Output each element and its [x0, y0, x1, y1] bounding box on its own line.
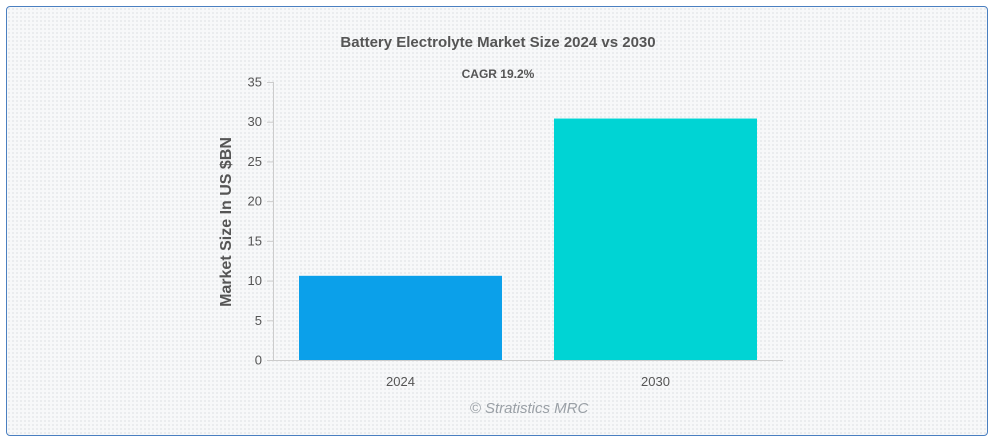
watermark: © Stratistics MRC: [469, 400, 589, 417]
chart-subtitle: CAGR 19.2%: [461, 67, 535, 81]
y-tick-label: 10: [248, 273, 262, 288]
chart-frame: [6, 6, 988, 436]
y-tick-label: 25: [248, 154, 262, 169]
y-axis-ticks: 0 5 10 15 20 25 30 35: [248, 75, 273, 368]
bar-2030[interactable]: [554, 118, 757, 360]
bar-2024[interactable]: [299, 275, 502, 360]
y-tick-label: 30: [248, 114, 262, 129]
y-tick-label: 15: [248, 233, 262, 248]
y-tick-label: 5: [255, 313, 262, 328]
x-tick-label: 2030: [641, 374, 670, 389]
chart-title: Battery Electrolyte Market Size 2024 vs …: [340, 34, 656, 51]
y-tick-label: 35: [248, 75, 262, 90]
y-tick-label: 20: [248, 194, 262, 209]
x-tick-label: 2024: [386, 374, 415, 389]
x-axis-ticks: 2024 2030: [386, 374, 670, 389]
bars: [299, 118, 757, 360]
y-tick-label: 0: [255, 353, 262, 368]
